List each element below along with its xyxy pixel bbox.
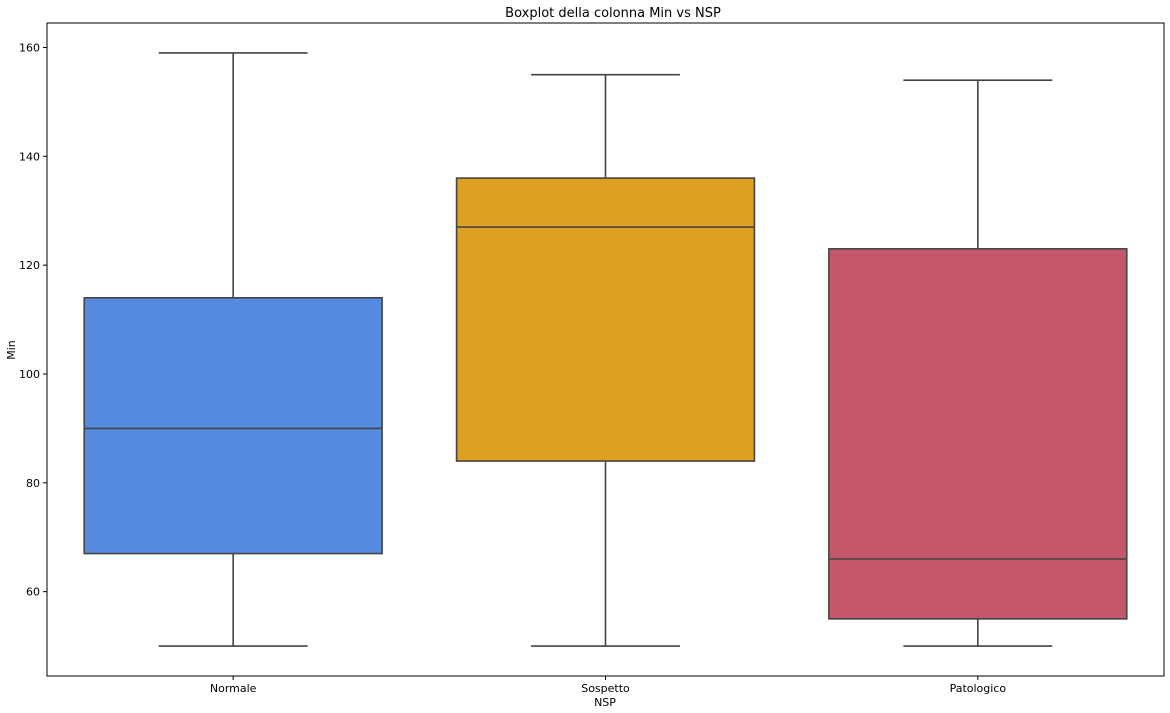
y-tick-label: 120 (19, 259, 40, 272)
x-axis-label: NSP (594, 696, 616, 709)
box-patologico (828, 248, 1128, 620)
y-tick-label: 140 (19, 150, 40, 163)
x-tick-label: Patologico (950, 682, 1007, 695)
y-tick-label: 160 (19, 41, 40, 54)
y-tick-label: 100 (19, 368, 40, 381)
y-axis-label: Min (5, 340, 18, 360)
box-sospetto (455, 177, 756, 462)
x-tick-label: Sospetto (581, 682, 630, 695)
chart-title: Boxplot della colonna Min vs NSP (505, 6, 721, 21)
x-tick-label: Normale (210, 682, 257, 695)
plot-frame (46, 22, 1165, 677)
y-tick-label: 60 (26, 586, 40, 599)
box-normale (83, 297, 383, 555)
plot-area: Normale Sospetto Patologico 60 80 100 120 140 16… (19, 22, 1165, 695)
y-tick-label: 80 (26, 477, 40, 490)
